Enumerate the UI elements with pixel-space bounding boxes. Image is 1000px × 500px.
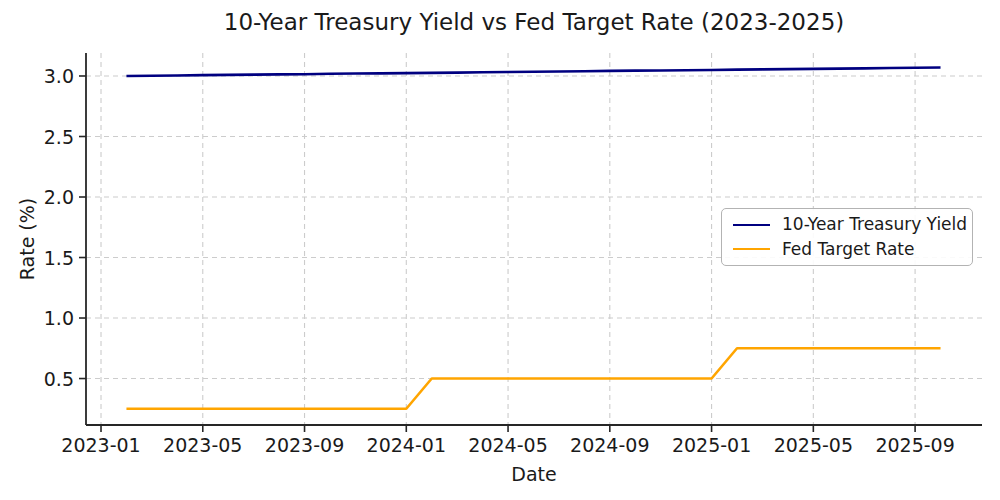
legend-item-label: Fed Target Rate bbox=[782, 241, 914, 258]
y-tick-label: 2.5 bbox=[44, 126, 74, 148]
x-tick-label: 2024-01 bbox=[367, 434, 446, 456]
y-axis-label: Rate (%) bbox=[16, 198, 38, 281]
x-tick-label: 2023-05 bbox=[163, 434, 242, 456]
legend-line-swatch-treasury bbox=[733, 224, 770, 226]
legend-item-label: 10-Year Treasury Yield bbox=[782, 216, 967, 233]
legend-item: Fed Target Rate bbox=[733, 241, 972, 258]
y-tick-label: 0.5 bbox=[44, 368, 74, 390]
chart-figure: 2023-01 2023-05 2023-09 2024-01 2024-05 2024-… bbox=[0, 0, 1000, 500]
y-tick-label: 2.0 bbox=[44, 186, 74, 208]
x-tick-label: 2025-05 bbox=[774, 434, 853, 456]
x-tick-label: 2024-05 bbox=[468, 434, 547, 456]
y-tick-label: 1.5 bbox=[44, 247, 74, 269]
y-tick-label: 3.0 bbox=[44, 65, 74, 87]
x-tick-label: 2025-09 bbox=[875, 434, 954, 456]
x-tick-label: 2024-09 bbox=[570, 434, 649, 456]
x-tick-label: 2025-01 bbox=[672, 434, 751, 456]
chart-title: 10-Year Treasury Yield vs Fed Target Rat… bbox=[86, 9, 982, 35]
x-axis-label: Date bbox=[86, 463, 982, 485]
legend-line-swatch-fed bbox=[733, 248, 770, 250]
y-tick-label: 1.0 bbox=[44, 307, 74, 329]
x-tick-label: 2023-01 bbox=[61, 434, 140, 456]
legend-item: 10-Year Treasury Yield bbox=[733, 216, 972, 233]
series-line-10-year-treasury-yield bbox=[126, 68, 940, 76]
x-tick-label: 2023-09 bbox=[265, 434, 344, 456]
legend: 10-Year Treasury Yield Fed Target Rate bbox=[721, 208, 973, 266]
